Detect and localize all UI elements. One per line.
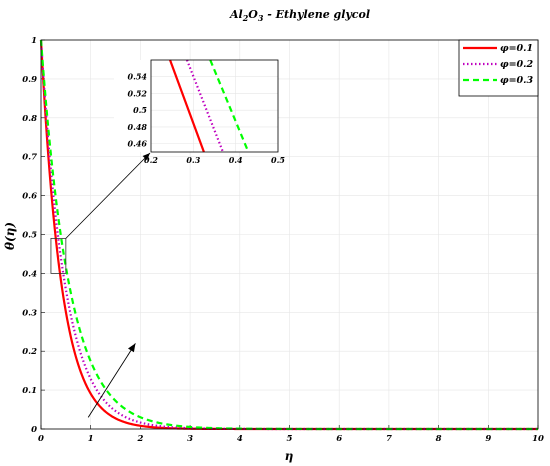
y-tick-label: 0.6 bbox=[22, 192, 37, 202]
main-ticks: 0 1 2 3 4 5 6 7 8 9 10 0 0.1 0.2 0.3 0.4 0.5 0.6 0.7 0.8 0.9… bbox=[22, 36, 544, 444]
y-tick-label: 0 bbox=[31, 425, 37, 435]
chart-title: Al2O3 - Ethylene glycol bbox=[229, 8, 370, 23]
zoom-pointer-arrowhead bbox=[142, 153, 150, 161]
x-tick-label: 9 bbox=[485, 434, 491, 444]
y-axis-label: θ(η) bbox=[3, 222, 17, 250]
y-tick-label: 0.5 bbox=[22, 231, 37, 241]
zoom-region-box bbox=[50, 237, 67, 274]
inset-series-line-1 bbox=[169, 59, 205, 153]
y-tick-label: 0.3 bbox=[22, 308, 37, 318]
legend-box bbox=[458, 39, 539, 97]
x-tick-label: 0 bbox=[38, 434, 44, 444]
x-tick-label: 6 bbox=[336, 434, 342, 444]
x-tick-label: 8 bbox=[436, 434, 442, 444]
y-tick-label: 0.2 bbox=[22, 347, 37, 357]
inset-y-tick-label: 0.5 bbox=[133, 105, 147, 115]
y-tick-label: 0.1 bbox=[22, 386, 37, 396]
y-tick-label: 0.4 bbox=[22, 269, 37, 279]
inset-ticks: 0.2 0.3 0.4 0.5 0.46 0.48 0.5 0.52 0.54 bbox=[128, 72, 286, 165]
x-tick-label: 4 bbox=[237, 434, 243, 444]
inset-series-line-2 bbox=[185, 59, 224, 153]
x-tick-label: 2 bbox=[136, 434, 143, 444]
trend-arrow-line bbox=[87, 343, 136, 418]
zoom-pointer-line bbox=[65, 152, 151, 239]
y-tick-label: 0.7 bbox=[22, 153, 37, 163]
x-axis-label: η bbox=[285, 449, 294, 463]
legend-label-series-1: φ=0.1 bbox=[500, 43, 533, 54]
x-tick-label: 7 bbox=[386, 434, 392, 444]
y-tick-label: 0.8 bbox=[22, 114, 37, 124]
x-tick-label: 10 bbox=[532, 434, 544, 444]
inset-background bbox=[114, 60, 278, 152]
plot-frame bbox=[40, 39, 539, 430]
inset-x-tick-label: 0.4 bbox=[229, 155, 243, 165]
legend: φ=0.1 φ=0.2 φ=0.3 bbox=[458, 39, 539, 97]
inset-y-tick-label: 0.52 bbox=[128, 88, 148, 98]
x-tick-label: 5 bbox=[287, 434, 293, 444]
inset-y-tick-label: 0.48 bbox=[128, 122, 148, 132]
y-tick-label: 1 bbox=[31, 36, 37, 46]
inset-y-tick-label: 0.54 bbox=[128, 72, 148, 82]
legend-label-series-2: φ=0.2 bbox=[500, 59, 533, 70]
legend-label-series-3: φ=0.3 bbox=[500, 75, 533, 86]
inset-x-tick-label: 0.2 bbox=[144, 155, 158, 165]
inset-series-line-3 bbox=[209, 59, 250, 153]
inset-y-tick-label: 0.46 bbox=[128, 139, 148, 149]
x-tick-label: 3 bbox=[187, 434, 193, 444]
inset-x-tick-label: 0.5 bbox=[271, 155, 285, 165]
inset-frame bbox=[150, 59, 279, 153]
inset-x-tick-label: 0.3 bbox=[186, 155, 200, 165]
trend-arrowhead bbox=[128, 343, 136, 353]
y-tick-label: 0.9 bbox=[22, 75, 37, 85]
inset-series bbox=[169, 59, 250, 153]
x-tick-label: 1 bbox=[88, 434, 94, 444]
